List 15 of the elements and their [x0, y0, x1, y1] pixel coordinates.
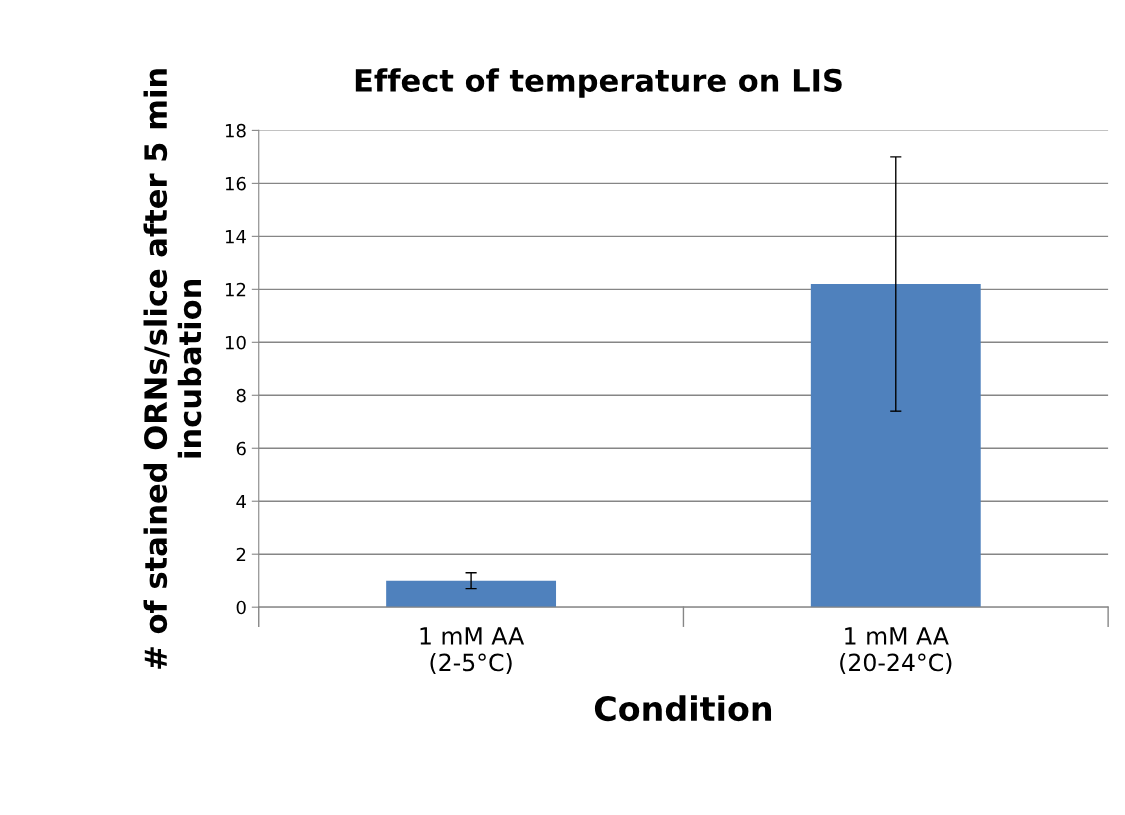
x-tick-label: 1 mM AA (20-24°C)	[840, 627, 952, 675]
y-tick-label: 4	[236, 494, 246, 509]
y-tick-label: 12	[225, 282, 246, 297]
y-tick-label: 18	[225, 123, 246, 138]
y-tick-label: 16	[225, 176, 246, 191]
y-tick-label: 0	[236, 600, 246, 615]
y-tick-label: 10	[225, 335, 246, 350]
y-tick-label: 14	[225, 230, 246, 244]
y-tick-label: 8	[236, 388, 246, 403]
y-tick-label: 6	[236, 441, 246, 456]
x-axis-title: Condition	[594, 695, 772, 722]
x-tick-label: 1 mM AA (2-5°C)	[420, 627, 525, 675]
y-tick-label: 2	[236, 547, 246, 562]
chart-title: Effect of temperature on LIS	[355, 68, 842, 98]
y-axis-title: # of stained ORNs/slice after 5 min incubation	[143, 69, 202, 669]
